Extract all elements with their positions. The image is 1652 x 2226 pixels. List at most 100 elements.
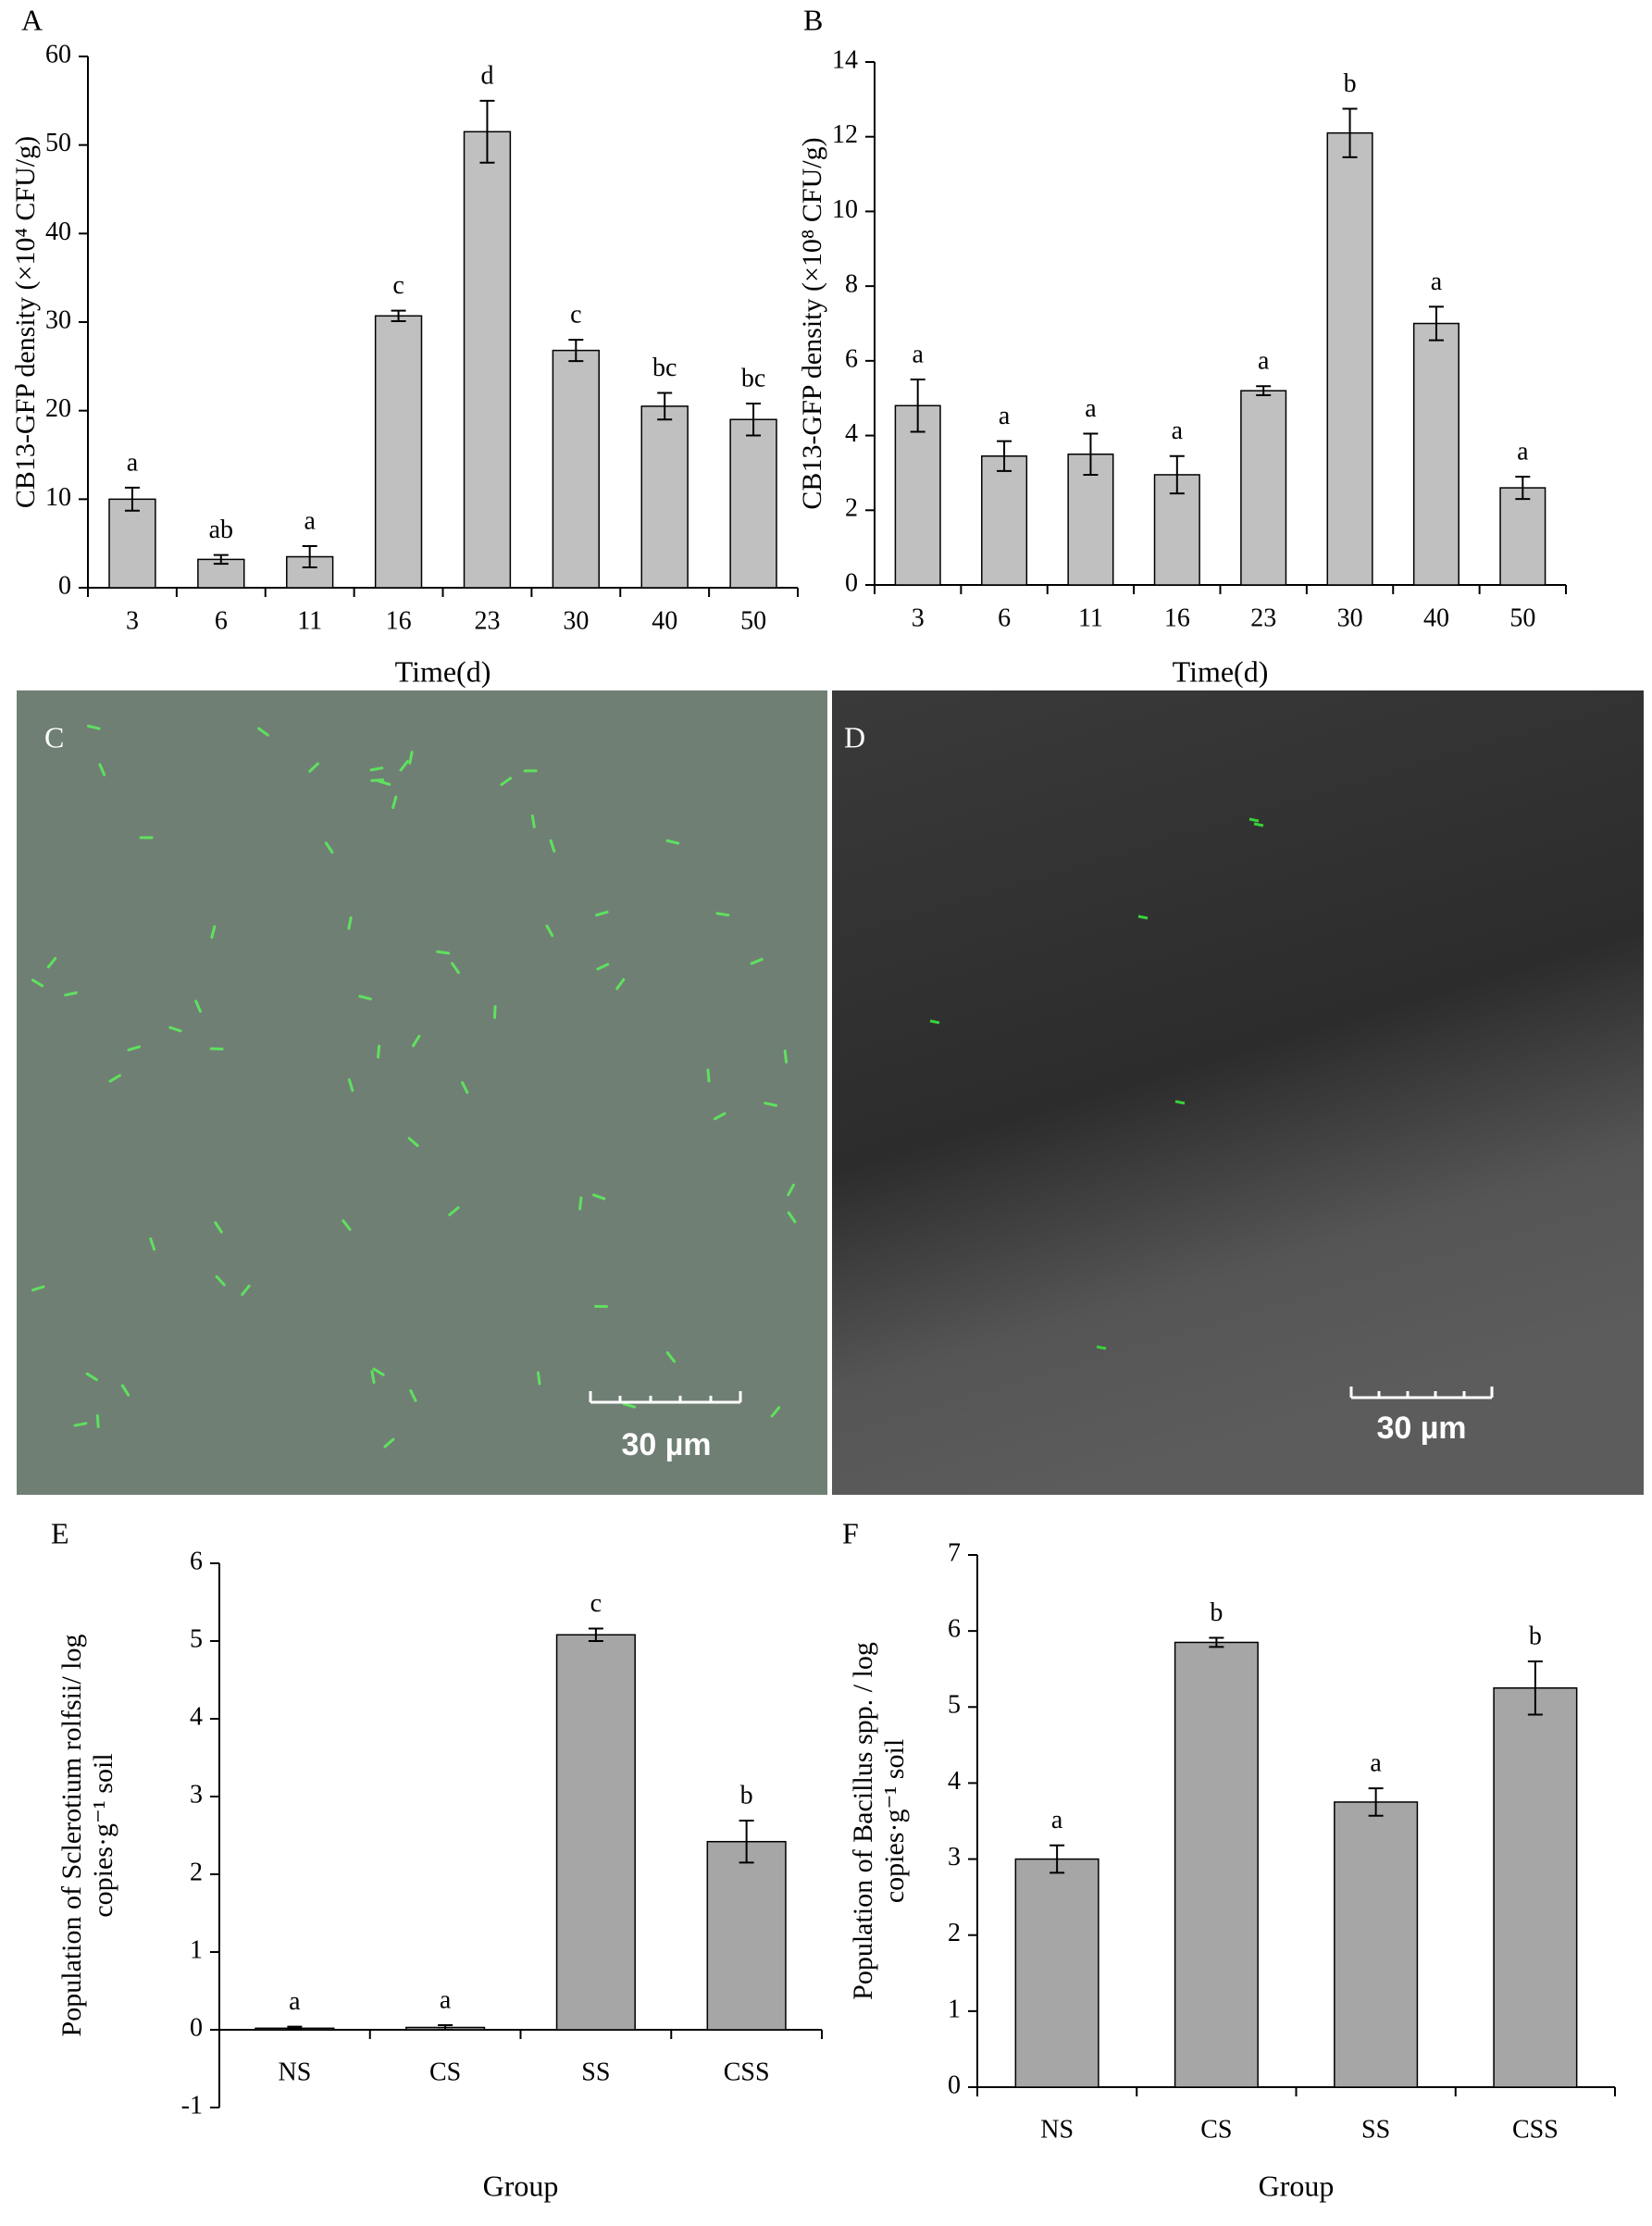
bar <box>729 418 777 589</box>
bar <box>1493 1687 1578 2088</box>
error-bar <box>479 99 495 164</box>
panel-label: C <box>44 720 64 753</box>
significance-letter: a <box>912 340 924 368</box>
y-tick-label: 12 <box>832 120 858 149</box>
error-bar <box>1256 385 1272 396</box>
y-tick-label: 6 <box>948 1615 961 1644</box>
y-tick-label: 2 <box>190 1858 203 1886</box>
micrograph-d <box>832 690 1644 1495</box>
bacterium <box>168 1026 182 1033</box>
error-bar <box>124 486 140 512</box>
bacterium <box>787 1211 797 1224</box>
bacterium <box>929 1019 940 1025</box>
x-axis-title: Group <box>1259 2169 1335 2202</box>
bar <box>463 131 512 589</box>
bacterium <box>257 727 269 737</box>
bacterium <box>1248 817 1260 823</box>
bacterium <box>241 1284 251 1297</box>
bar <box>1014 1858 1099 2088</box>
y-tick-label: 8 <box>845 270 858 299</box>
significance-letter: b <box>1344 69 1357 98</box>
bacterium <box>377 779 391 786</box>
bacterium <box>409 1388 417 1402</box>
bacterium <box>64 991 78 997</box>
error-bar <box>568 339 584 363</box>
x-tick-label: 50 <box>1509 603 1535 632</box>
scale-bar-label: 30 µm <box>1376 1411 1466 1446</box>
bar <box>374 315 423 589</box>
y-tick-label: 10 <box>832 195 858 224</box>
bar <box>706 1840 787 2031</box>
x-tick-label: 16 <box>386 606 412 635</box>
bacterium <box>622 1402 637 1409</box>
y-tick-label: 4 <box>845 419 858 448</box>
significance-letter: a <box>440 1985 452 2014</box>
x-tick-label: 23 <box>474 606 500 635</box>
bacterium <box>86 724 101 730</box>
y-tick-label: 7 <box>948 1538 961 1567</box>
significance-letter: a <box>1517 437 1529 466</box>
y-tick-label: 4 <box>948 1767 961 1796</box>
error-bar <box>391 309 406 323</box>
panel-label: F <box>842 1516 859 1549</box>
error-bar <box>1209 1636 1224 1648</box>
bacterium <box>595 910 609 917</box>
significance-letter: b <box>1210 1598 1223 1627</box>
bacterium <box>500 777 513 787</box>
significance-letter: a <box>999 402 1011 430</box>
bar <box>1326 131 1373 586</box>
significance-letter: c <box>392 271 404 300</box>
bar <box>552 349 600 589</box>
micrograph-c <box>17 690 827 1495</box>
significance-letter: a <box>1085 394 1097 423</box>
bacterium <box>73 1422 88 1427</box>
y-tick-label: 6 <box>845 344 858 373</box>
y-tick-label: 60 <box>45 40 71 68</box>
error-bar <box>1342 107 1358 158</box>
bacterium <box>399 760 409 772</box>
significance-letter: d <box>480 61 493 90</box>
y-tick-label: 3 <box>948 1843 961 1872</box>
y-tick-label: 10 <box>45 483 71 512</box>
x-tick-label: CS <box>429 2058 461 2086</box>
bar <box>1412 322 1459 586</box>
bar <box>1499 487 1546 586</box>
x-tick-label: CS <box>1200 2115 1232 2144</box>
bacterium <box>370 1370 376 1385</box>
x-tick-label: 40 <box>1423 603 1449 632</box>
bacterium <box>31 1285 45 1292</box>
y-tick-label: 1 <box>948 1995 961 2023</box>
significance-letter: a <box>127 448 139 477</box>
error-bar <box>1050 1844 1065 1874</box>
y-tick-label: 3 <box>190 1780 203 1809</box>
significance-letter: a <box>1258 347 1270 376</box>
y-axis-title: Population of Bacillus spp. / log <box>848 1642 878 2000</box>
y-tick-label: 30 <box>45 305 71 334</box>
bacterium <box>615 977 626 990</box>
error-bar <box>213 553 229 566</box>
bacterium <box>492 1004 497 1019</box>
error-bar <box>746 403 762 437</box>
bacterium <box>536 1371 541 1386</box>
bacterium <box>549 839 556 853</box>
bacterium <box>1096 1345 1107 1350</box>
x-tick-label: 3 <box>912 603 925 632</box>
bacterium <box>120 1384 130 1397</box>
error-bar <box>657 392 673 421</box>
y-tick-label: 4 <box>190 1702 203 1731</box>
bacterium <box>713 1112 727 1121</box>
error-bar <box>302 545 317 568</box>
bacterium <box>324 841 334 854</box>
bacterium <box>308 762 319 773</box>
y-tick-label: 1 <box>190 1935 203 1964</box>
y-tick-label: 6 <box>190 1547 203 1575</box>
bacterium <box>347 1078 354 1092</box>
bacterium <box>436 950 451 955</box>
y-tick-label: 14 <box>832 45 858 74</box>
bacterium <box>530 815 536 828</box>
bacterium <box>750 957 764 965</box>
error-bar <box>588 1627 603 1642</box>
x-axis-title: Group <box>483 2169 559 2202</box>
x-tick-label: 50 <box>740 606 766 635</box>
bacterium <box>783 1049 789 1063</box>
